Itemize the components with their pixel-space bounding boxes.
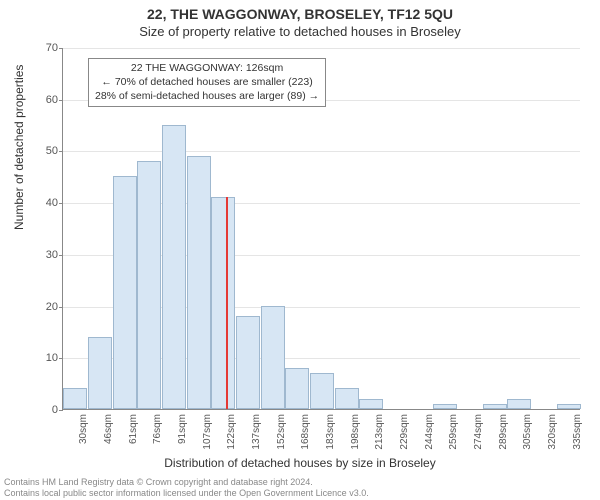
ytick-label: 20 xyxy=(28,301,58,313)
bar xyxy=(261,306,285,409)
xtick-label: 335sqm xyxy=(572,414,583,450)
bar xyxy=(88,337,112,409)
xtick-label: 137sqm xyxy=(251,414,262,450)
xtick-label: 107sqm xyxy=(202,414,213,450)
footer-attribution: Contains HM Land Registry data © Crown c… xyxy=(4,477,369,498)
ytick-mark xyxy=(59,48,63,49)
bar xyxy=(557,404,581,409)
chart-subtitle: Size of property relative to detached ho… xyxy=(0,22,600,39)
xtick-label: 46sqm xyxy=(103,414,114,444)
xtick-label: 229sqm xyxy=(399,414,410,450)
bar xyxy=(63,388,87,409)
bar xyxy=(137,161,161,409)
annotation-line: 22 THE WAGGONWAY: 126sqm xyxy=(95,61,319,75)
xtick-label: 320sqm xyxy=(547,414,558,450)
footer-line1: Contains HM Land Registry data © Crown c… xyxy=(4,477,369,487)
chart-title: 22, THE WAGGONWAY, BROSELEY, TF12 5QU xyxy=(0,0,600,22)
xtick-label: 91sqm xyxy=(177,414,188,444)
bar xyxy=(359,399,383,409)
bar xyxy=(310,373,334,409)
ytick-mark xyxy=(59,307,63,308)
ytick-label: 0 xyxy=(28,404,58,416)
bar xyxy=(285,368,309,409)
gridline xyxy=(63,151,580,152)
xtick-label: 259sqm xyxy=(448,414,459,450)
ytick-mark xyxy=(59,151,63,152)
bar xyxy=(187,156,211,409)
annotation-box: 22 THE WAGGONWAY: 126sqm← 70% of detache… xyxy=(88,58,326,107)
xtick-label: 305sqm xyxy=(522,414,533,450)
xtick-label: 61sqm xyxy=(128,414,139,444)
bar xyxy=(507,399,531,409)
xtick-label: 213sqm xyxy=(374,414,385,450)
y-axis-label: Number of detached properties xyxy=(12,65,26,230)
bar xyxy=(236,316,260,409)
bar xyxy=(483,404,507,409)
xtick-label: 30sqm xyxy=(78,414,89,444)
xtick-label: 198sqm xyxy=(350,414,361,450)
xtick-label: 168sqm xyxy=(300,414,311,450)
ytick-mark xyxy=(59,255,63,256)
bar xyxy=(211,197,235,409)
bar xyxy=(113,176,137,409)
bar xyxy=(433,404,457,409)
xtick-label: 244sqm xyxy=(424,414,435,450)
xtick-label: 122sqm xyxy=(226,414,237,450)
ytick-mark xyxy=(59,410,63,411)
xtick-label: 183sqm xyxy=(325,414,336,450)
ytick-label: 60 xyxy=(28,94,58,106)
ytick-label: 40 xyxy=(28,197,58,209)
xtick-label: 76sqm xyxy=(152,414,163,444)
bar xyxy=(335,388,359,409)
footer-line2: Contains local public sector information… xyxy=(4,488,369,498)
ytick-label: 50 xyxy=(28,145,58,157)
ytick-mark xyxy=(59,358,63,359)
ytick-label: 30 xyxy=(28,249,58,261)
xtick-label: 152sqm xyxy=(276,414,287,450)
xtick-label: 274sqm xyxy=(473,414,484,450)
gridline xyxy=(63,48,580,49)
marker-line xyxy=(226,197,228,409)
ytick-mark xyxy=(59,100,63,101)
ytick-label: 70 xyxy=(28,42,58,54)
ytick-mark xyxy=(59,203,63,204)
bar xyxy=(162,125,186,409)
annotation-line: ← 70% of detached houses are smaller (22… xyxy=(95,75,319,89)
annotation-line: 28% of semi-detached houses are larger (… xyxy=(95,89,319,103)
x-axis-label: Distribution of detached houses by size … xyxy=(0,456,600,470)
ytick-label: 10 xyxy=(28,352,58,364)
xtick-label: 289sqm xyxy=(498,414,509,450)
